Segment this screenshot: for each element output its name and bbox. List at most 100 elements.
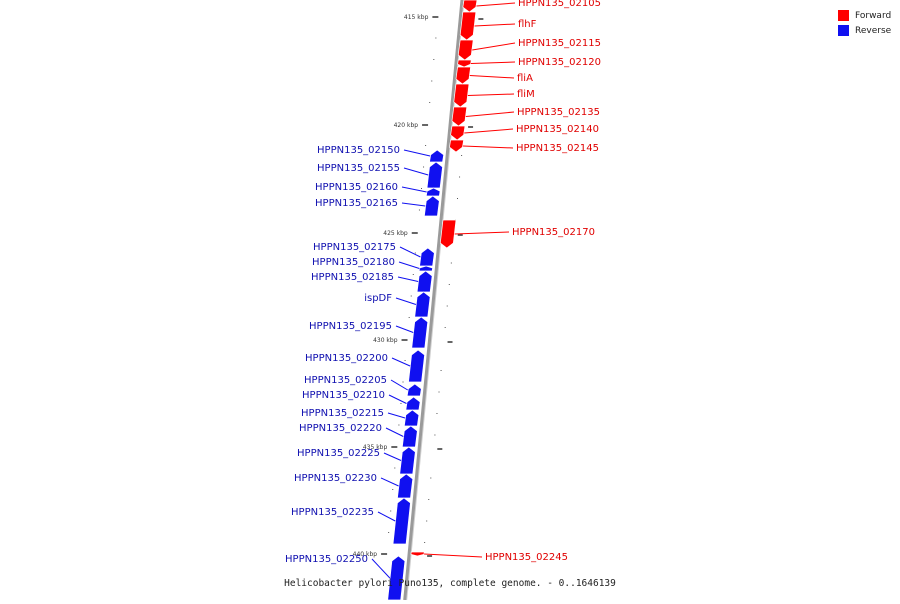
legend-item-forward: Forward — [838, 8, 891, 23]
gene-connector — [474, 23, 516, 27]
backbone-line — [403, 0, 464, 601]
tick-label: 440 kbp — [353, 551, 378, 558]
gene-arrow[interactable] — [410, 551, 425, 557]
gene-connector — [476, 2, 516, 7]
gene-connector — [391, 357, 411, 367]
gene-label[interactable]: HPPN135_02160 — [315, 182, 398, 193]
gene-label[interactable]: HPPN135_02165 — [315, 198, 398, 209]
legend-label-forward: Forward — [855, 10, 892, 21]
gene-arrow[interactable] — [425, 187, 441, 197]
gene-label[interactable]: HPPN135_02180 — [312, 257, 395, 268]
gene-label[interactable]: HPPN135_02155 — [317, 163, 400, 174]
gene-arrow[interactable] — [457, 39, 474, 61]
tick-label: 430 kbp — [373, 337, 398, 344]
gene-label[interactable]: HPPN135_02210 — [302, 390, 385, 401]
gene-label[interactable]: HPPN135_02105 — [518, 0, 601, 9]
gene-label[interactable]: fliA — [517, 73, 533, 84]
gene-connector — [398, 261, 420, 269]
gene-label[interactable]: fliM — [517, 89, 535, 100]
gene-arrow[interactable] — [392, 497, 411, 545]
gene-arrow[interactable] — [401, 425, 418, 448]
gene-label[interactable]: HPPN135_02235 — [291, 507, 374, 518]
gene-arrow[interactable] — [408, 349, 425, 383]
reverse-swatch-icon — [838, 25, 849, 36]
gene-connector — [397, 276, 419, 282]
gene-connector — [467, 93, 515, 96]
gene-connector — [463, 145, 514, 149]
gene-arrow[interactable] — [405, 396, 421, 411]
gene-label[interactable]: HPPN135_02215 — [301, 408, 384, 419]
gene-label[interactable]: HPPN135_02170 — [512, 227, 595, 238]
gene-label[interactable]: HPPN135_02140 — [516, 124, 599, 135]
gene-arrow[interactable] — [439, 219, 457, 249]
gene-label[interactable]: HPPN135_02220 — [299, 423, 382, 434]
gene-label[interactable]: HPPN135_02115 — [518, 38, 601, 49]
gene-arrow[interactable] — [419, 247, 435, 267]
gene-connector — [454, 231, 510, 235]
gene-arrow[interactable] — [416, 270, 433, 293]
gene-arrow[interactable] — [406, 383, 422, 397]
gene-arrow[interactable] — [403, 409, 420, 427]
gene-label[interactable]: HPPN135_02250 — [285, 554, 368, 565]
gene-label[interactable]: HPPN135_02205 — [304, 375, 387, 386]
gene-arrow[interactable] — [429, 149, 445, 163]
gene-connector — [401, 202, 426, 207]
legend: Forward Reverse — [838, 8, 891, 38]
gene-arrow[interactable] — [450, 125, 466, 141]
gene-arrow[interactable] — [453, 83, 470, 108]
tick-label: 420 kbp — [394, 122, 419, 129]
gene-connector — [377, 511, 396, 522]
gene-connector — [388, 394, 407, 404]
gene-label[interactable]: HPPN135_02225 — [297, 448, 380, 459]
gene-label[interactable]: HPPN135_02200 — [305, 353, 388, 364]
gene-arrow[interactable] — [462, 0, 478, 13]
gene-connector — [395, 297, 417, 305]
gene-label[interactable]: HPPN135_02150 — [317, 145, 400, 156]
gene-arrow[interactable] — [455, 66, 472, 85]
gene-arrow[interactable] — [411, 316, 429, 349]
gene-arrow[interactable] — [457, 59, 472, 68]
gene-connector — [395, 325, 414, 333]
gene-connector — [385, 427, 404, 437]
gene-connector — [399, 246, 421, 258]
tick-label: 425 kbp — [383, 230, 408, 237]
gene-arrow[interactable] — [459, 11, 477, 41]
gene-arrow[interactable] — [397, 473, 414, 499]
gene-arrow[interactable] — [451, 106, 468, 127]
gene-connector — [424, 553, 483, 558]
gene-label[interactable]: ispDF — [364, 293, 392, 304]
gene-connector — [383, 452, 402, 461]
gene-label[interactable]: HPPN135_02120 — [518, 57, 601, 68]
gene-label[interactable]: flhF — [518, 19, 537, 30]
gene-arrow[interactable] — [423, 195, 440, 217]
gene-connector — [390, 379, 409, 391]
gene-connector — [469, 75, 515, 79]
gene-label[interactable]: HPPN135_02195 — [309, 321, 392, 332]
gene-connector — [387, 412, 406, 419]
gene-label[interactable]: HPPN135_02230 — [294, 473, 377, 484]
gene-connector — [464, 128, 514, 134]
gene-arrow[interactable] — [418, 265, 433, 272]
gene-label[interactable]: HPPN135_02135 — [517, 107, 600, 118]
gene-arrow[interactable] — [449, 139, 465, 153]
gene-label[interactable]: HPPN135_02145 — [516, 143, 599, 154]
genome-caption: Helicobacter pylori Puno135, complete ge… — [284, 578, 616, 589]
gene-connector — [403, 167, 429, 176]
gene-arrow[interactable] — [414, 291, 431, 318]
legend-label-reverse: Reverse — [855, 25, 892, 36]
gene-label[interactable]: HPPN135_02185 — [311, 272, 394, 283]
gene-connector — [465, 111, 515, 117]
gene-arrow[interactable] — [426, 161, 443, 189]
gene-label[interactable]: HPPN135_02175 — [313, 242, 396, 253]
legend-item-reverse: Reverse — [838, 23, 891, 38]
gene-label[interactable]: HPPN135_02245 — [485, 552, 568, 563]
gene-connector — [403, 149, 431, 157]
tick-label: 415 kbp — [404, 14, 429, 21]
tick-label: 435 kbp — [363, 444, 388, 451]
gene-arrow[interactable] — [399, 446, 416, 475]
gene-connector — [371, 558, 391, 579]
gene-connector — [380, 477, 399, 487]
forward-swatch-icon — [838, 10, 849, 21]
